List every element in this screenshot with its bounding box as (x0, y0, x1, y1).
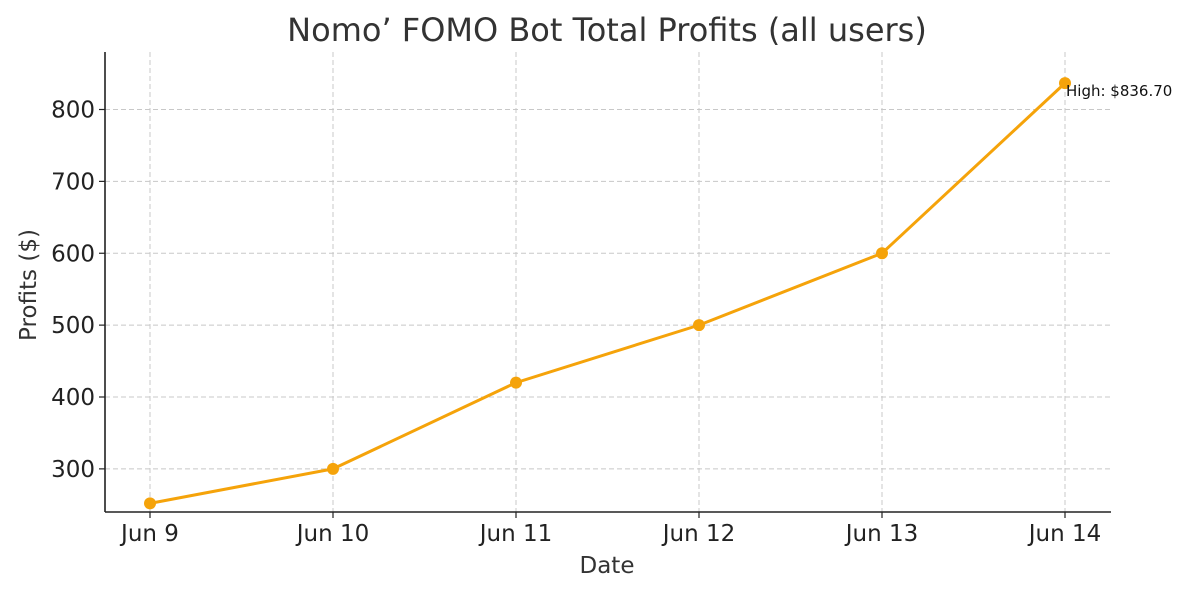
x-tick-label: Jun 14 (1027, 521, 1102, 547)
y-tick-label: 700 (51, 169, 95, 195)
x-tick-label: Jun 9 (119, 521, 179, 547)
data-point (327, 462, 339, 475)
x-tick-label: Jun 13 (844, 521, 919, 547)
y-axis-ticks: 300 400 500 600 700 800 (51, 98, 105, 483)
y-tick-label: 500 (51, 313, 95, 339)
axes (104, 52, 1111, 513)
data-point (693, 319, 705, 332)
y-tick-label: 400 (51, 385, 95, 411)
annotation-label: High: $836.70 (1066, 82, 1172, 100)
grid (105, 52, 1111, 512)
data-point (876, 247, 888, 260)
data-point (510, 376, 522, 389)
x-axis-label: Date (580, 553, 635, 579)
y-tick-label: 600 (51, 241, 95, 267)
x-axis-ticks: Jun 9 Jun 10 Jun 11 Jun 12 Jun 13 Jun 14 (119, 512, 1101, 547)
x-tick-label: Jun 12 (661, 521, 736, 547)
data-point (1059, 77, 1071, 90)
x-tick-label: Jun 10 (295, 521, 370, 547)
data-point (144, 497, 156, 510)
x-tick-label: Jun 11 (478, 521, 553, 547)
y-tick-label: 800 (51, 98, 95, 124)
y-axis-label: Profits ($) (16, 229, 42, 341)
series-layer (144, 77, 1071, 510)
series-line (149, 82, 1067, 505)
chart-title: Nomo’ FOMO Bot Total Profits (all users) (287, 11, 927, 49)
y-tick-label: 300 (51, 457, 95, 483)
annotations: High: $836.70 (1066, 82, 1172, 100)
